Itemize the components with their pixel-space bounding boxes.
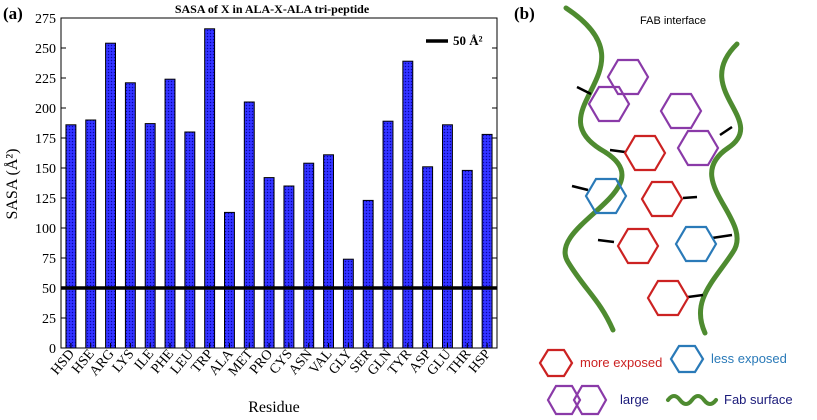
diagram-title: FAB interface (640, 15, 706, 27)
panel-label-b: (b) (514, 4, 535, 23)
bar-glu (442, 124, 453, 349)
bar-thr (461, 169, 473, 349)
y-tick-label: 25 (42, 312, 56, 327)
key-more-exposed-hex (538, 348, 574, 378)
more-exposed-hex (616, 227, 660, 265)
bar-ser (362, 199, 374, 349)
bar-pro (263, 177, 275, 349)
large-residues (587, 58, 720, 167)
key-large-label: large (620, 392, 649, 407)
y-tick-label: 275 (35, 12, 56, 27)
y-tick-label: 75 (42, 252, 56, 267)
panel-label-a: (a) (3, 4, 23, 23)
less-exposed-hex (674, 225, 718, 263)
y-tick-label: 50 (42, 282, 56, 297)
y-tick-label: 250 (35, 42, 56, 57)
large-hex (659, 92, 703, 130)
y-tick-label: 125 (35, 192, 56, 207)
more-exposed-hex (640, 180, 684, 218)
key-large-hex (546, 384, 582, 416)
diagram-key: more exposed less exposed large Fab surf… (538, 344, 793, 416)
bars-group (65, 28, 493, 349)
bar-cys (283, 185, 295, 349)
y-tick-label: 225 (35, 72, 56, 87)
bar-hse (85, 119, 97, 349)
fab-surface-right (698, 41, 744, 336)
bar-lys (124, 82, 136, 349)
y-tick-label: 175 (35, 132, 56, 147)
key-less-exposed-hex (669, 344, 705, 374)
key-more-exposed-label: more exposed (580, 355, 662, 370)
bar-chart: 0 25 50 75 100 125 150 175 200 225 250 275 HSDHSEAR… (35, 12, 498, 379)
y-tick-label: 100 (35, 222, 56, 237)
bar-asn (303, 162, 315, 349)
fab-interface-diagram (562, 5, 744, 336)
bar-asp (422, 166, 434, 349)
large-hex (587, 85, 631, 123)
y-axis-ticks: 0 25 50 75 100 125 150 175 200 225 250 275 (35, 12, 497, 357)
key-fab-surface-wave (666, 394, 718, 406)
y-tick-label: 200 (35, 102, 56, 117)
bar-met (243, 101, 255, 349)
x-tick-label: HSP (466, 347, 494, 376)
legend-label: 50 Å² (453, 33, 483, 48)
bar-gly (342, 258, 354, 349)
more-exposed-hex (646, 279, 690, 317)
x-axis-categories: HSDHSEARGLYSILEPHELEUTRPALAMETPROCYSASNV… (48, 343, 494, 379)
bar-leu (184, 131, 196, 349)
x-axis-label: Residue (248, 399, 300, 416)
legend: 50 Å² (426, 33, 483, 48)
large-hex (606, 58, 650, 96)
bar-ile (144, 123, 156, 349)
y-tick-label: 0 (49, 342, 56, 357)
bar-phe (164, 78, 176, 349)
bar-gln (382, 120, 394, 349)
bar-trp (204, 28, 216, 349)
more-exposed-hex (623, 134, 667, 172)
fab-surface-left (562, 5, 625, 333)
bar-val (323, 154, 335, 349)
key-fab-surface-label: Fab surface (724, 392, 793, 407)
y-tick-label: 150 (35, 162, 56, 177)
large-hex (676, 129, 720, 167)
key-less-exposed-label: less exposed (711, 351, 787, 366)
bar-ala (224, 211, 235, 349)
bar-tyr (402, 60, 414, 349)
chart-title: SASA of X in ALA-X-ALA tri-peptide (175, 2, 370, 16)
bar-hsp (481, 133, 493, 349)
more-exposed-residues (616, 134, 690, 317)
y-axis-label: SASA (Å²) (3, 148, 21, 219)
bar-arg (105, 42, 117, 349)
plot-frame (60, 17, 498, 349)
bar-hsd (65, 124, 77, 349)
less-exposed-hex (584, 177, 628, 215)
key-large-hex (572, 384, 608, 416)
connectors (571, 85, 733, 299)
less-exposed-residues (584, 177, 718, 263)
